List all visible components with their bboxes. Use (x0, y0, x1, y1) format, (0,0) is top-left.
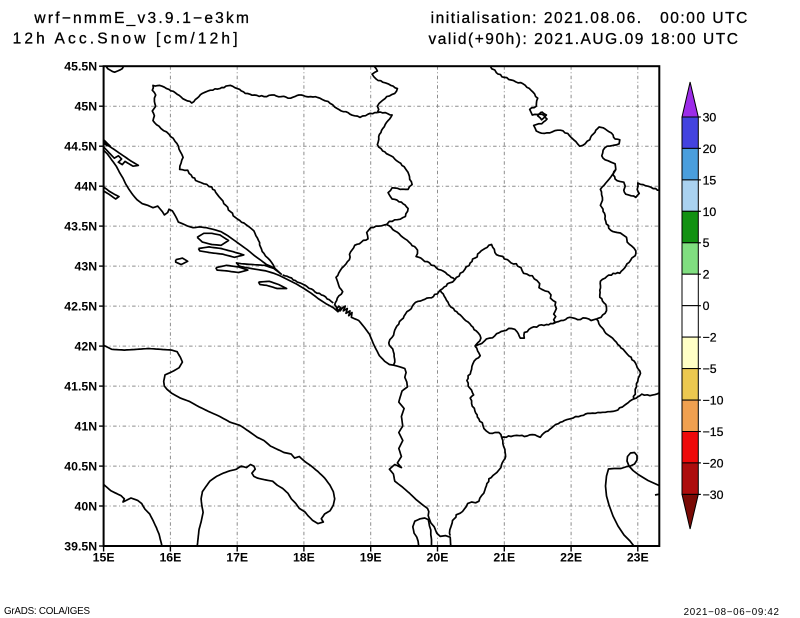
svg-text:12h Acc.Snow [cm/12h]: 12h Acc.Snow [cm/12h] (13, 31, 238, 48)
svg-text:−20: −20 (703, 456, 724, 470)
svg-text:−2: −2 (703, 331, 717, 345)
svg-text:GrADS: COLA/IGES: GrADS: COLA/IGES (4, 606, 90, 617)
svg-text:40.5N: 40.5N (64, 459, 97, 473)
svg-text:41.5N: 41.5N (64, 379, 97, 393)
svg-text:wrf−nmmE_v3.9.1−e3km: wrf−nmmE_v3.9.1−e3km (33, 10, 249, 27)
svg-text:15: 15 (703, 173, 717, 187)
svg-text:45.5N: 45.5N (64, 60, 97, 74)
svg-text:43N: 43N (75, 259, 98, 273)
svg-text:20: 20 (703, 142, 717, 156)
svg-text:0: 0 (703, 299, 710, 313)
svg-text:17E: 17E (226, 551, 248, 565)
svg-text:20E: 20E (427, 551, 449, 565)
svg-text:18E: 18E (293, 551, 315, 565)
svg-text:−5: −5 (703, 362, 717, 376)
svg-text:10: 10 (703, 205, 717, 219)
svg-text:42.5N: 42.5N (64, 299, 97, 313)
svg-text:16E: 16E (159, 551, 181, 565)
svg-text:44N: 44N (75, 180, 98, 194)
svg-text:41N: 41N (75, 419, 98, 433)
svg-text:−15: −15 (703, 425, 724, 439)
svg-text:42N: 42N (75, 339, 98, 353)
svg-text:45N: 45N (75, 100, 98, 114)
svg-text:15E: 15E (93, 551, 115, 565)
svg-text:40N: 40N (75, 499, 98, 513)
svg-text:39.5N: 39.5N (64, 539, 97, 553)
svg-text:21E: 21E (493, 551, 515, 565)
svg-text:−10: −10 (703, 393, 724, 407)
svg-text:23E: 23E (627, 551, 649, 565)
svg-text:44.5N: 44.5N (64, 140, 97, 154)
svg-text:valid(+90h): 2021.AUG.09 18:00: valid(+90h): 2021.AUG.09 18:00 UTC (429, 31, 738, 48)
svg-text:2: 2 (703, 268, 710, 282)
svg-text:5: 5 (703, 236, 710, 250)
svg-text:43.5N: 43.5N (64, 219, 97, 233)
svg-text:19E: 19E (360, 551, 382, 565)
svg-text:−30: −30 (703, 488, 724, 502)
svg-text:22E: 22E (560, 551, 582, 565)
svg-text:30: 30 (703, 110, 717, 124)
svg-text:2021−08−06−09:42: 2021−08−06−09:42 (684, 607, 779, 618)
